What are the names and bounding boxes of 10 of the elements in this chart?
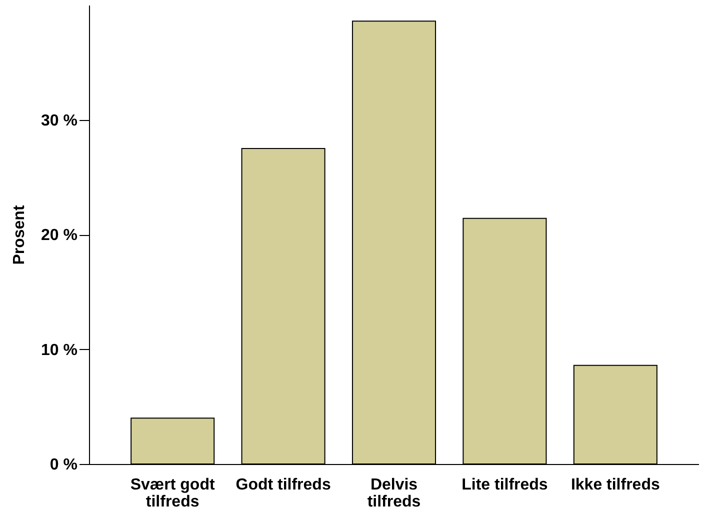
- y-tick-label: 20 %: [41, 227, 78, 244]
- y-tick-label: 30 %: [41, 112, 78, 130]
- x-tick-label: Delvis tilfreds: [367, 476, 421, 510]
- x-tick-label: Svært godt tilfreds: [130, 476, 216, 510]
- x-tick-label: Ikke tilfreds: [570, 476, 660, 494]
- y-axis-title: Prosent: [11, 204, 28, 265]
- x-tick-label: Lite tilfreds: [462, 476, 548, 494]
- x-tick-label: Godt tilfreds: [236, 476, 331, 494]
- y-tick-label: 10 %: [41, 342, 78, 359]
- y-tick-label: 0 %: [50, 456, 78, 474]
